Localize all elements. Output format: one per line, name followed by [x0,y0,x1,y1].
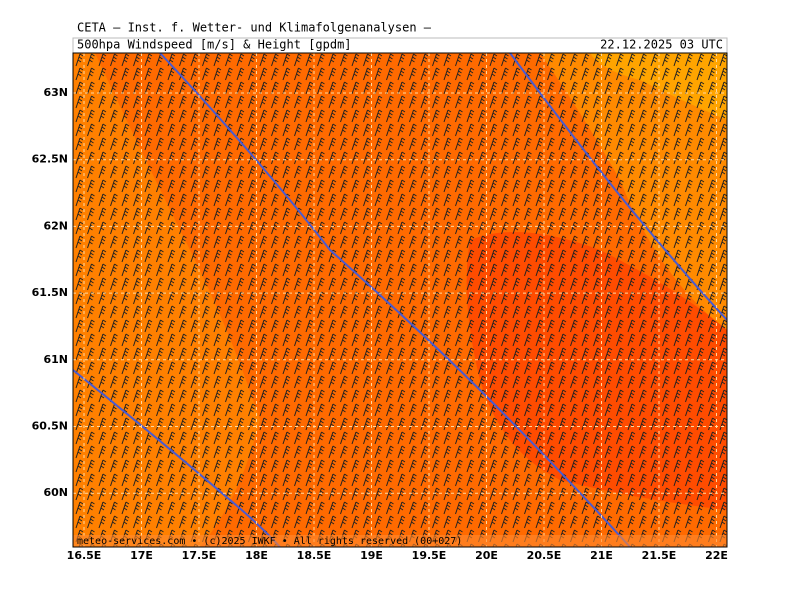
height-contour [509,53,727,321]
lon-label: 21.5E [642,549,677,562]
lat-label: 61.5N [32,286,68,299]
lon-label: 21E [590,549,613,562]
lat-label: 60.5N [32,420,68,433]
subtitle: 500hpa Windspeed [m/s] & Height [gpdm] [77,38,352,52]
lat-label: 61N [43,353,68,366]
lat-label: 60N [43,486,68,499]
wind-barbs [73,53,727,547]
lon-label: 16.5E [67,549,102,562]
lon-label: 18E [245,549,268,562]
lon-label: 19E [360,549,383,562]
title: CETA – Inst. f. Wetter- und Klimafolgena… [77,21,432,35]
lat-label: 62N [43,219,68,232]
map-area: meteo-services.com • (c)2025 IWKF • All … [73,53,727,547]
lon-label: 18.5E [297,549,332,562]
footer-bar [73,535,727,547]
lon-label: 20E [475,549,498,562]
lon-label: 17.5E [182,549,217,562]
lon-label: 22E [705,549,728,562]
axis-labels: 63N 62.5N 62N 61.5N 61N 60.5N 60N 16.5E 17E 17.5E… [32,86,728,562]
lon-label: 19.5E [412,549,447,562]
lat-label: 63N [43,86,68,99]
lon-label: 17E [130,549,153,562]
height-contour [73,369,281,547]
footer: meteo-services.com • (c)2025 IWKF • All … [77,536,462,547]
map-frame [72,52,728,548]
lat-label: 62.5N [32,153,68,166]
height-contour [159,53,631,547]
datetime: 22.12.2025 03 UTC [600,38,723,52]
graticule [73,53,727,547]
lon-label: 20.5E [527,549,562,562]
